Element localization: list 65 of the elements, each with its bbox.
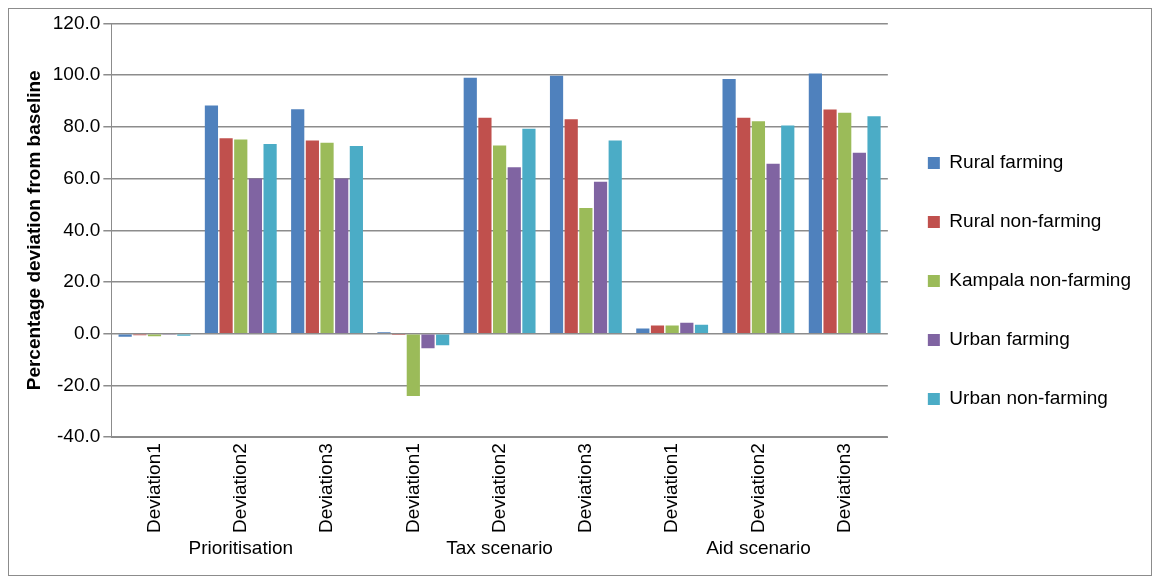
legend-label: Rural farming — [949, 151, 1064, 173]
y-tick-label: 0.0 — [73, 322, 101, 343]
x-tick-label: Deviation3 — [832, 443, 854, 533]
y-axis-title: Percentage deviation from baseline — [22, 70, 44, 391]
x-tick-label: Deviation3 — [315, 443, 337, 533]
bar — [722, 79, 736, 334]
x-tick-label: Deviation1 — [401, 443, 423, 533]
bar — [234, 139, 248, 334]
bar — [219, 138, 233, 334]
bar — [305, 140, 319, 334]
bar — [694, 324, 709, 334]
text: Tax scenario — [446, 537, 553, 559]
y-tick-label: -20.0 — [57, 373, 101, 395]
bar — [204, 105, 219, 334]
bar — [549, 75, 564, 334]
y-tick-label: -40.0 — [57, 425, 101, 447]
legend-label: Kampala non-farming — [949, 269, 1132, 291]
bar — [263, 143, 277, 334]
bar — [608, 140, 622, 334]
text: Prioritisation — [188, 537, 294, 559]
bar — [406, 334, 420, 397]
bar — [436, 334, 450, 346]
bar — [248, 178, 263, 334]
y-tick-label: 60.0 — [63, 166, 101, 188]
text: Aid scenario — [706, 537, 811, 559]
legend-label: Urban non-farming — [949, 387, 1108, 409]
bar — [751, 121, 766, 334]
legend-label: Urban farming — [949, 328, 1070, 350]
bar — [291, 109, 305, 334]
y-tick-label: 20.0 — [63, 270, 101, 292]
bar — [564, 119, 578, 334]
y-tick-label: 120.0 — [52, 11, 101, 33]
bar — [349, 146, 363, 334]
bar — [680, 322, 694, 334]
bar — [636, 328, 650, 334]
bar — [478, 117, 492, 334]
bar — [808, 73, 822, 334]
bar — [823, 109, 837, 334]
x-tick-label: Deviation2 — [229, 443, 250, 533]
bar — [335, 178, 349, 334]
bar — [781, 125, 795, 334]
x-tick-label: Deviation3 — [574, 443, 596, 533]
x-tick-label: Deviation1 — [142, 443, 164, 533]
y-tick-label: 100.0 — [52, 63, 101, 85]
bar — [650, 325, 665, 334]
bar — [838, 112, 852, 334]
bar — [507, 167, 521, 334]
legend-label: Rural non-farming — [949, 210, 1102, 232]
bar — [867, 116, 881, 334]
bar — [665, 325, 679, 334]
bar — [463, 77, 477, 334]
bar — [593, 181, 608, 334]
bar — [421, 334, 435, 349]
x-tick-label: Deviation1 — [660, 443, 682, 533]
bar — [737, 117, 751, 334]
bar — [852, 152, 866, 334]
bar — [493, 145, 507, 334]
x-tick-label: Deviation2 — [487, 443, 509, 533]
bar — [320, 142, 334, 334]
bar — [522, 128, 536, 334]
bar — [766, 163, 780, 334]
y-tick-label: 40.0 — [63, 218, 101, 240]
bar — [579, 208, 593, 334]
x-tick-label: Deviation2 — [746, 443, 768, 533]
y-tick-label: 80.0 — [63, 115, 101, 137]
